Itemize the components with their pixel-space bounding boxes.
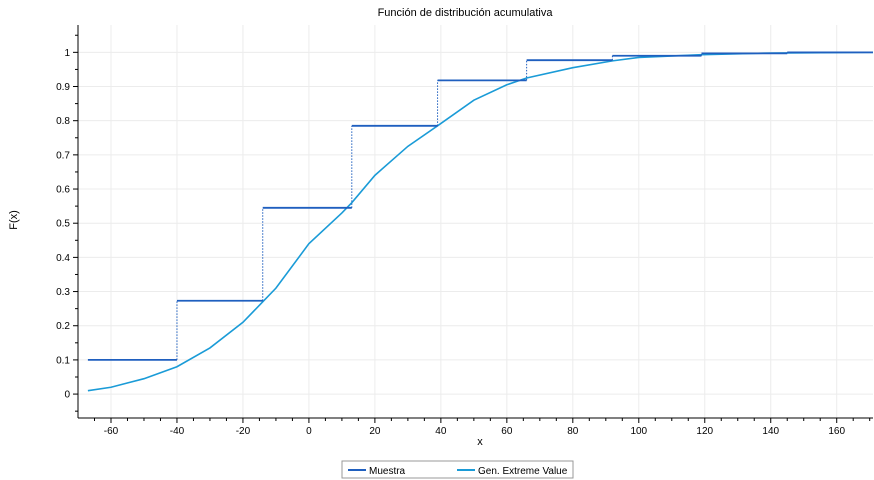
x-tick-label: 160	[828, 426, 845, 437]
x-tick-labels: -60 -40 -20 0 20 40 60 80 100 120 140 160	[104, 426, 846, 437]
x-tick-label: -20	[236, 426, 251, 437]
x-tick-label: 140	[762, 426, 779, 437]
y-tick-label: 0.8	[56, 116, 70, 127]
y-tick-label: 0.6	[56, 185, 70, 196]
y-tick-label: 1	[64, 48, 70, 59]
x-tick-label: 80	[567, 426, 579, 437]
y-tick-label: 0	[64, 390, 70, 401]
x-tick-label: 100	[630, 426, 647, 437]
y-tick-label: 0.3	[56, 287, 70, 298]
axes	[73, 25, 873, 423]
legend: Muestra Gen. Extreme Value	[341, 460, 574, 479]
legend-label-muestra: Muestra	[369, 466, 406, 477]
y-tick-label: 0.2	[56, 321, 70, 332]
grid-lines	[78, 25, 873, 418]
y-tick-label: 0.1	[56, 355, 70, 366]
x-axis-label: x	[477, 436, 483, 448]
y-tick-label: 0.9	[56, 82, 70, 93]
x-tick-label: 0	[306, 426, 312, 437]
y-axis-label: F(x)	[8, 210, 20, 230]
x-tick-label: -40	[170, 426, 185, 437]
gev-curve-line	[87, 51, 874, 392]
y-tick-label: 0.5	[56, 219, 70, 230]
x-tick-label: 60	[501, 426, 513, 437]
y-tick-label: 0.7	[56, 150, 70, 161]
legend-label-gev: Gen. Extreme Value	[478, 466, 568, 477]
chart-title: Función de distribución acumulativa	[378, 7, 554, 19]
x-tick-label: 20	[369, 426, 381, 437]
x-tick-label: -60	[104, 426, 119, 437]
y-tick-label: 0.4	[56, 253, 70, 264]
y-tick-labels: 0 0.1 0.2 0.3 0.4 0.5 0.6 0.7 0.8 0.9 1	[56, 48, 70, 401]
x-tick-label: 120	[696, 426, 713, 437]
x-tick-label: 40	[435, 426, 447, 437]
series	[87, 51, 874, 392]
